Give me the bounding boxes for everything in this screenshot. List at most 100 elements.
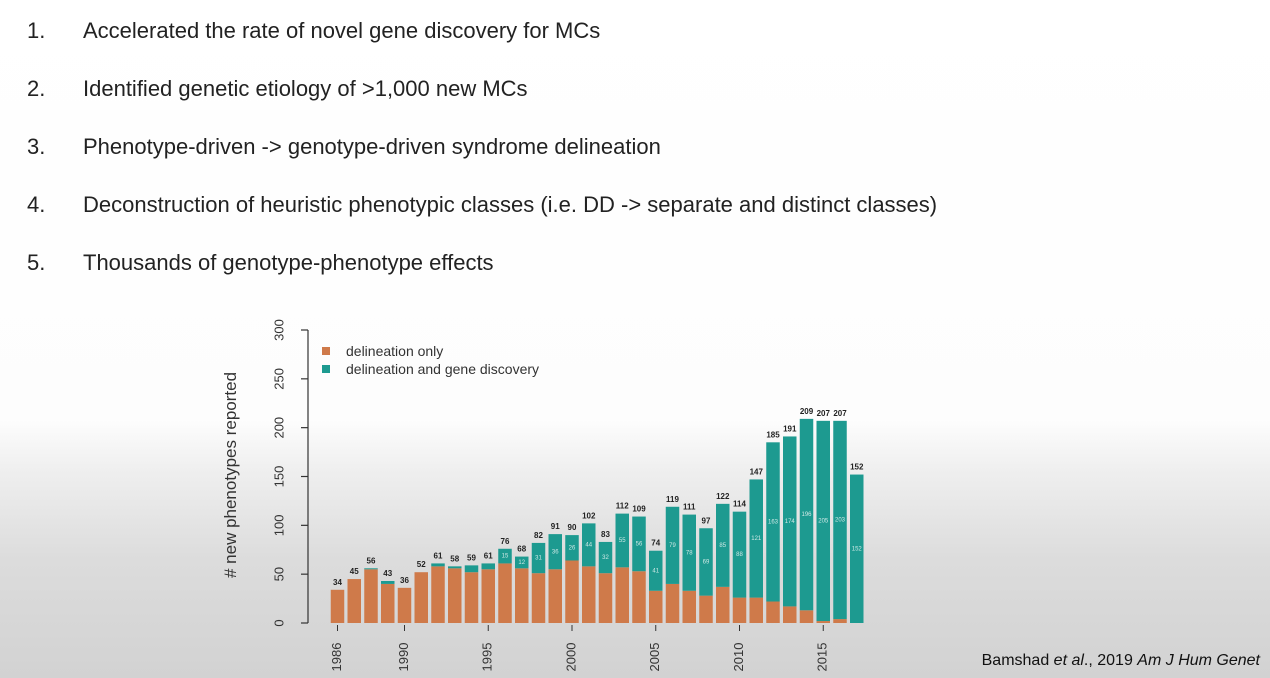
bar-delineation-gene-discovery xyxy=(632,516,646,572)
bar-total-label: 102 xyxy=(582,511,596,520)
bar-total-label: 58 xyxy=(450,554,459,563)
item-text: Identified genetic etiology of >1,000 ne… xyxy=(83,76,528,101)
bar-delineation-gene-discovery xyxy=(749,479,763,598)
bar-delineation-gene-discovery xyxy=(716,503,730,587)
legend-swatch xyxy=(322,365,330,373)
bar-total-label: 152 xyxy=(850,463,864,472)
item-text: Thousands of genotype-phenotype effects xyxy=(83,250,494,275)
bar-delineation-only xyxy=(699,595,713,623)
item-number: 5. xyxy=(27,250,46,275)
item-text: Deconstruction of heuristic phenotypic c… xyxy=(83,192,938,217)
bar-delineation-gene-discovery xyxy=(448,566,462,569)
bar-delineation-only xyxy=(448,568,462,623)
bar-delineation-gene-discovery xyxy=(565,535,579,561)
bar-delineation-only xyxy=(615,567,629,623)
bar-inner-label: 36 xyxy=(552,549,559,555)
x-tick-label: 2015 xyxy=(815,643,830,672)
bar-delineation-only xyxy=(598,573,613,623)
bar-inner-label: 41 xyxy=(652,568,659,574)
phenotypes-bar-chart: 0 50 100 150 200 250 300 # new phenotypes repor… xyxy=(221,319,864,672)
bar-delineation-only xyxy=(716,586,730,623)
bar-inner-label: 56 xyxy=(636,541,643,547)
bar-delineation-only xyxy=(414,572,428,623)
bar-delineation-only xyxy=(783,606,797,623)
bar-total-label: 209 xyxy=(800,407,814,416)
bar-total-label: 52 xyxy=(417,560,426,569)
citation: Bamshad et al., 2019 Am J Hum Genet xyxy=(982,652,1260,670)
bar-delineation-only xyxy=(364,569,378,623)
bar-inner-label: 12 xyxy=(518,560,525,566)
bar-delineation-gene-discovery xyxy=(833,420,847,620)
citation-etal: et al xyxy=(1053,652,1084,669)
bar-total-label: 122 xyxy=(716,492,730,501)
bar-inner-label: 69 xyxy=(703,560,710,566)
bar-delineation-gene-discovery xyxy=(615,513,629,568)
bar-inner-label: 163 xyxy=(768,519,779,525)
item-number: 1. xyxy=(27,18,46,43)
citation-journal: Am J Hum Genet xyxy=(1137,652,1260,669)
y-tick-label: 250 xyxy=(271,368,286,390)
bar-inner-label: 79 xyxy=(669,543,676,549)
bar-delineation-gene-discovery xyxy=(582,523,596,567)
bar-total-label: 59 xyxy=(467,553,476,562)
bar-total-label: 36 xyxy=(400,576,409,585)
bar-inner-label: 121 xyxy=(751,536,762,542)
item-number: 2. xyxy=(27,76,46,101)
item-text: Phenotype-driven -> genotype-driven synd… xyxy=(83,134,661,159)
x-tick-label: 2005 xyxy=(647,643,662,672)
item-number: 3. xyxy=(27,134,46,159)
x-tick-label: 1995 xyxy=(480,643,495,672)
bar-delineation-only xyxy=(397,587,412,623)
bar-delineation-gene-discovery xyxy=(381,581,395,584)
bar-inner-label: 85 xyxy=(719,543,726,549)
bar-total-label: 61 xyxy=(434,551,443,560)
bar-delineation-gene-discovery xyxy=(816,420,830,622)
bar-total-label: 114 xyxy=(733,500,746,509)
bar-inner-label: 15 xyxy=(502,554,509,560)
bar-delineation-only xyxy=(431,566,445,623)
y-tick-label: 300 xyxy=(271,319,286,341)
bar-total-label: 109 xyxy=(632,505,646,514)
bar-inner-label: 174 xyxy=(785,519,796,525)
bar-delineation-only xyxy=(347,579,361,623)
bar-inner-label: 31 xyxy=(535,556,542,562)
bar-delineation-gene-discovery xyxy=(732,511,747,598)
bar-delineation-gene-discovery xyxy=(515,556,529,569)
bar-total-label: 91 xyxy=(551,522,560,531)
bar-delineation-gene-discovery xyxy=(464,565,479,573)
bar-delineation-gene-discovery xyxy=(783,436,797,607)
y-tick-label: 50 xyxy=(271,567,286,581)
bar-total-label: 68 xyxy=(517,545,526,554)
bar-inner-label: 205 xyxy=(818,519,829,525)
bar-total-label: 61 xyxy=(484,551,493,560)
bar-delineation-only xyxy=(548,569,562,623)
bar-inner-label: 26 xyxy=(569,545,576,551)
x-tick-label: 2010 xyxy=(731,643,746,672)
bar-delineation-only xyxy=(766,601,780,623)
bar-total-label: 191 xyxy=(783,424,797,433)
bar-total-label: 34 xyxy=(333,578,342,587)
bar-delineation-only xyxy=(833,619,847,623)
bar-delineation-gene-discovery xyxy=(850,474,864,623)
bar-total-label: 74 xyxy=(651,539,660,548)
item-text: Accelerated the rate of novel gene disco… xyxy=(83,18,601,43)
bar-delineation-gene-discovery xyxy=(665,506,680,584)
bar-total-label: 119 xyxy=(666,495,679,504)
bar-inner-label: 203 xyxy=(835,518,846,524)
bar-total-label: 147 xyxy=(750,467,764,476)
bar-total-label: 97 xyxy=(702,516,711,525)
bar-inner-label: 78 xyxy=(686,550,693,556)
bar-delineation-only xyxy=(531,573,546,623)
bar-delineation-gene-discovery xyxy=(364,568,378,570)
bar-total-label: 83 xyxy=(601,530,610,539)
bar-delineation-gene-discovery xyxy=(548,534,562,570)
bar-total-label: 76 xyxy=(501,537,510,546)
bar-delineation-gene-discovery xyxy=(598,541,613,574)
bar-inner-label: 44 xyxy=(585,542,592,548)
x-tick-label: 2000 xyxy=(563,643,578,672)
bar-delineation-only xyxy=(799,610,814,623)
y-axis-label: # new phenotypes reported xyxy=(221,372,240,578)
bar-inner-label: 88 xyxy=(736,552,743,558)
citation-year: ., 2019 xyxy=(1083,652,1138,669)
x-tick-label: 1990 xyxy=(396,643,411,672)
